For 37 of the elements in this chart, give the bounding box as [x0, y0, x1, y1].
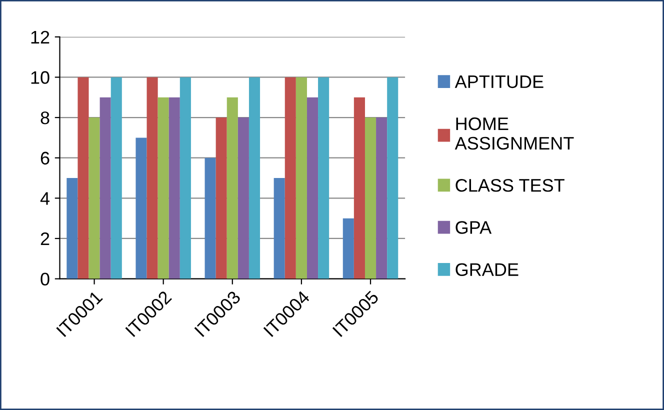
y-tick-label: 12 — [31, 30, 50, 44]
bar — [158, 97, 169, 279]
bar — [238, 118, 249, 279]
bar — [66, 178, 78, 279]
bar — [296, 77, 307, 279]
bar — [364, 118, 376, 279]
bar — [168, 97, 180, 279]
bar — [318, 77, 330, 279]
bar — [354, 97, 365, 279]
bar — [248, 77, 260, 279]
y-tick-label: 4 — [40, 192, 50, 205]
bar — [204, 158, 216, 279]
legend-label: CLASS TEST — [456, 178, 564, 192]
bar — [274, 178, 285, 279]
y-tick-label: 10 — [31, 71, 50, 84]
bar — [342, 218, 354, 279]
legend-label: GPA — [456, 221, 492, 234]
bar — [216, 118, 227, 279]
bar — [180, 77, 191, 279]
bar — [78, 77, 89, 279]
bar — [306, 97, 318, 279]
y-tick-label: 2 — [40, 232, 50, 246]
bar — [376, 118, 388, 279]
bar — [146, 77, 158, 279]
bar — [387, 77, 398, 279]
bar — [284, 77, 296, 279]
y-tick-label: 0 — [40, 272, 50, 286]
bar — [88, 118, 100, 279]
legend-label: APTITUDE — [454, 76, 544, 88]
bar — [136, 138, 147, 279]
y-tick-label: 8 — [40, 111, 50, 124]
legend-label: GRADE — [456, 263, 518, 276]
y-tick-label: 6 — [40, 152, 50, 165]
bar — [110, 77, 122, 279]
legend-label: HOME ASSIGNMENT — [454, 117, 574, 150]
bar — [226, 97, 238, 279]
bar — [100, 97, 111, 279]
